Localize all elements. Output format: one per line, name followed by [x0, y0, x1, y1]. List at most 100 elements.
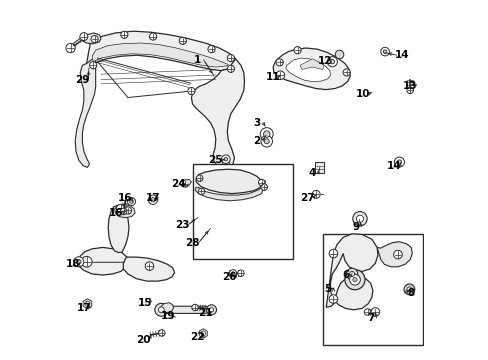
Circle shape [349, 274, 360, 285]
Circle shape [85, 301, 90, 306]
Circle shape [276, 71, 284, 80]
Polygon shape [191, 59, 244, 168]
Circle shape [406, 287, 411, 292]
Polygon shape [115, 204, 135, 218]
Circle shape [406, 87, 412, 94]
Text: 17: 17 [145, 193, 160, 203]
Circle shape [364, 309, 370, 315]
Bar [192, 164, 292, 259]
Circle shape [343, 69, 349, 76]
Circle shape [209, 308, 213, 312]
Circle shape [403, 284, 414, 295]
Polygon shape [82, 33, 101, 44]
Circle shape [393, 250, 402, 259]
Circle shape [312, 190, 320, 198]
Text: 3: 3 [253, 118, 260, 128]
Circle shape [81, 256, 92, 267]
Text: 22: 22 [189, 332, 204, 342]
Circle shape [145, 262, 153, 270]
Polygon shape [300, 59, 324, 69]
Polygon shape [325, 234, 377, 310]
Text: 14: 14 [386, 161, 401, 171]
Circle shape [396, 160, 401, 164]
Polygon shape [195, 181, 265, 201]
Circle shape [127, 198, 135, 206]
Circle shape [206, 305, 216, 315]
Circle shape [346, 268, 357, 280]
Text: 28: 28 [185, 238, 200, 248]
Circle shape [207, 45, 215, 53]
Text: 16: 16 [118, 193, 132, 203]
Text: 14: 14 [394, 50, 409, 60]
Circle shape [66, 43, 75, 53]
Text: 15: 15 [137, 298, 152, 308]
Polygon shape [78, 247, 128, 275]
Polygon shape [161, 303, 173, 313]
Polygon shape [86, 31, 235, 71]
Circle shape [328, 295, 337, 303]
Circle shape [80, 33, 88, 41]
Circle shape [224, 157, 227, 161]
Text: 23: 23 [175, 220, 189, 230]
Polygon shape [376, 242, 411, 267]
Circle shape [201, 331, 205, 336]
Text: 2: 2 [253, 136, 260, 145]
Polygon shape [83, 299, 92, 309]
Text: 27: 27 [300, 193, 314, 203]
Circle shape [231, 272, 234, 275]
Circle shape [158, 307, 164, 313]
Circle shape [352, 212, 366, 226]
Circle shape [227, 65, 234, 72]
Text: 7: 7 [366, 313, 374, 323]
Polygon shape [123, 257, 174, 281]
Circle shape [129, 200, 133, 203]
Circle shape [191, 304, 198, 311]
Text: 21: 21 [198, 308, 212, 318]
Circle shape [293, 46, 301, 54]
Text: 8: 8 [406, 288, 413, 298]
Text: 5: 5 [324, 284, 331, 294]
Circle shape [151, 198, 155, 202]
Bar [323, 234, 422, 345]
Circle shape [149, 33, 156, 40]
Circle shape [124, 207, 131, 214]
Circle shape [344, 270, 364, 290]
Text: 26: 26 [222, 272, 236, 282]
Polygon shape [75, 58, 96, 167]
Text: 19: 19 [160, 311, 175, 321]
Text: 12: 12 [317, 56, 331, 66]
Text: 18: 18 [66, 259, 80, 269]
Circle shape [198, 188, 204, 195]
Circle shape [182, 180, 188, 187]
Circle shape [276, 59, 283, 66]
Text: 20: 20 [136, 334, 150, 345]
Circle shape [179, 37, 186, 44]
Circle shape [196, 175, 203, 181]
Circle shape [116, 204, 125, 213]
Circle shape [237, 270, 244, 276]
Circle shape [349, 271, 354, 276]
Circle shape [326, 57, 337, 67]
Circle shape [370, 308, 379, 316]
Circle shape [383, 50, 386, 53]
Circle shape [394, 157, 404, 167]
Circle shape [77, 260, 81, 264]
Circle shape [260, 128, 273, 140]
Circle shape [263, 131, 269, 137]
Text: 6: 6 [341, 270, 348, 280]
Circle shape [264, 139, 269, 144]
Circle shape [227, 54, 234, 62]
Circle shape [221, 155, 230, 163]
Polygon shape [108, 205, 129, 252]
Polygon shape [199, 329, 207, 338]
Bar [315, 162, 324, 173]
Circle shape [335, 50, 343, 59]
Text: 11: 11 [265, 72, 280, 82]
Circle shape [187, 87, 195, 95]
Text: 10: 10 [355, 89, 369, 99]
Polygon shape [92, 43, 228, 67]
Circle shape [329, 59, 334, 64]
Text: 1: 1 [194, 55, 201, 65]
Circle shape [352, 278, 356, 282]
Circle shape [222, 160, 229, 167]
